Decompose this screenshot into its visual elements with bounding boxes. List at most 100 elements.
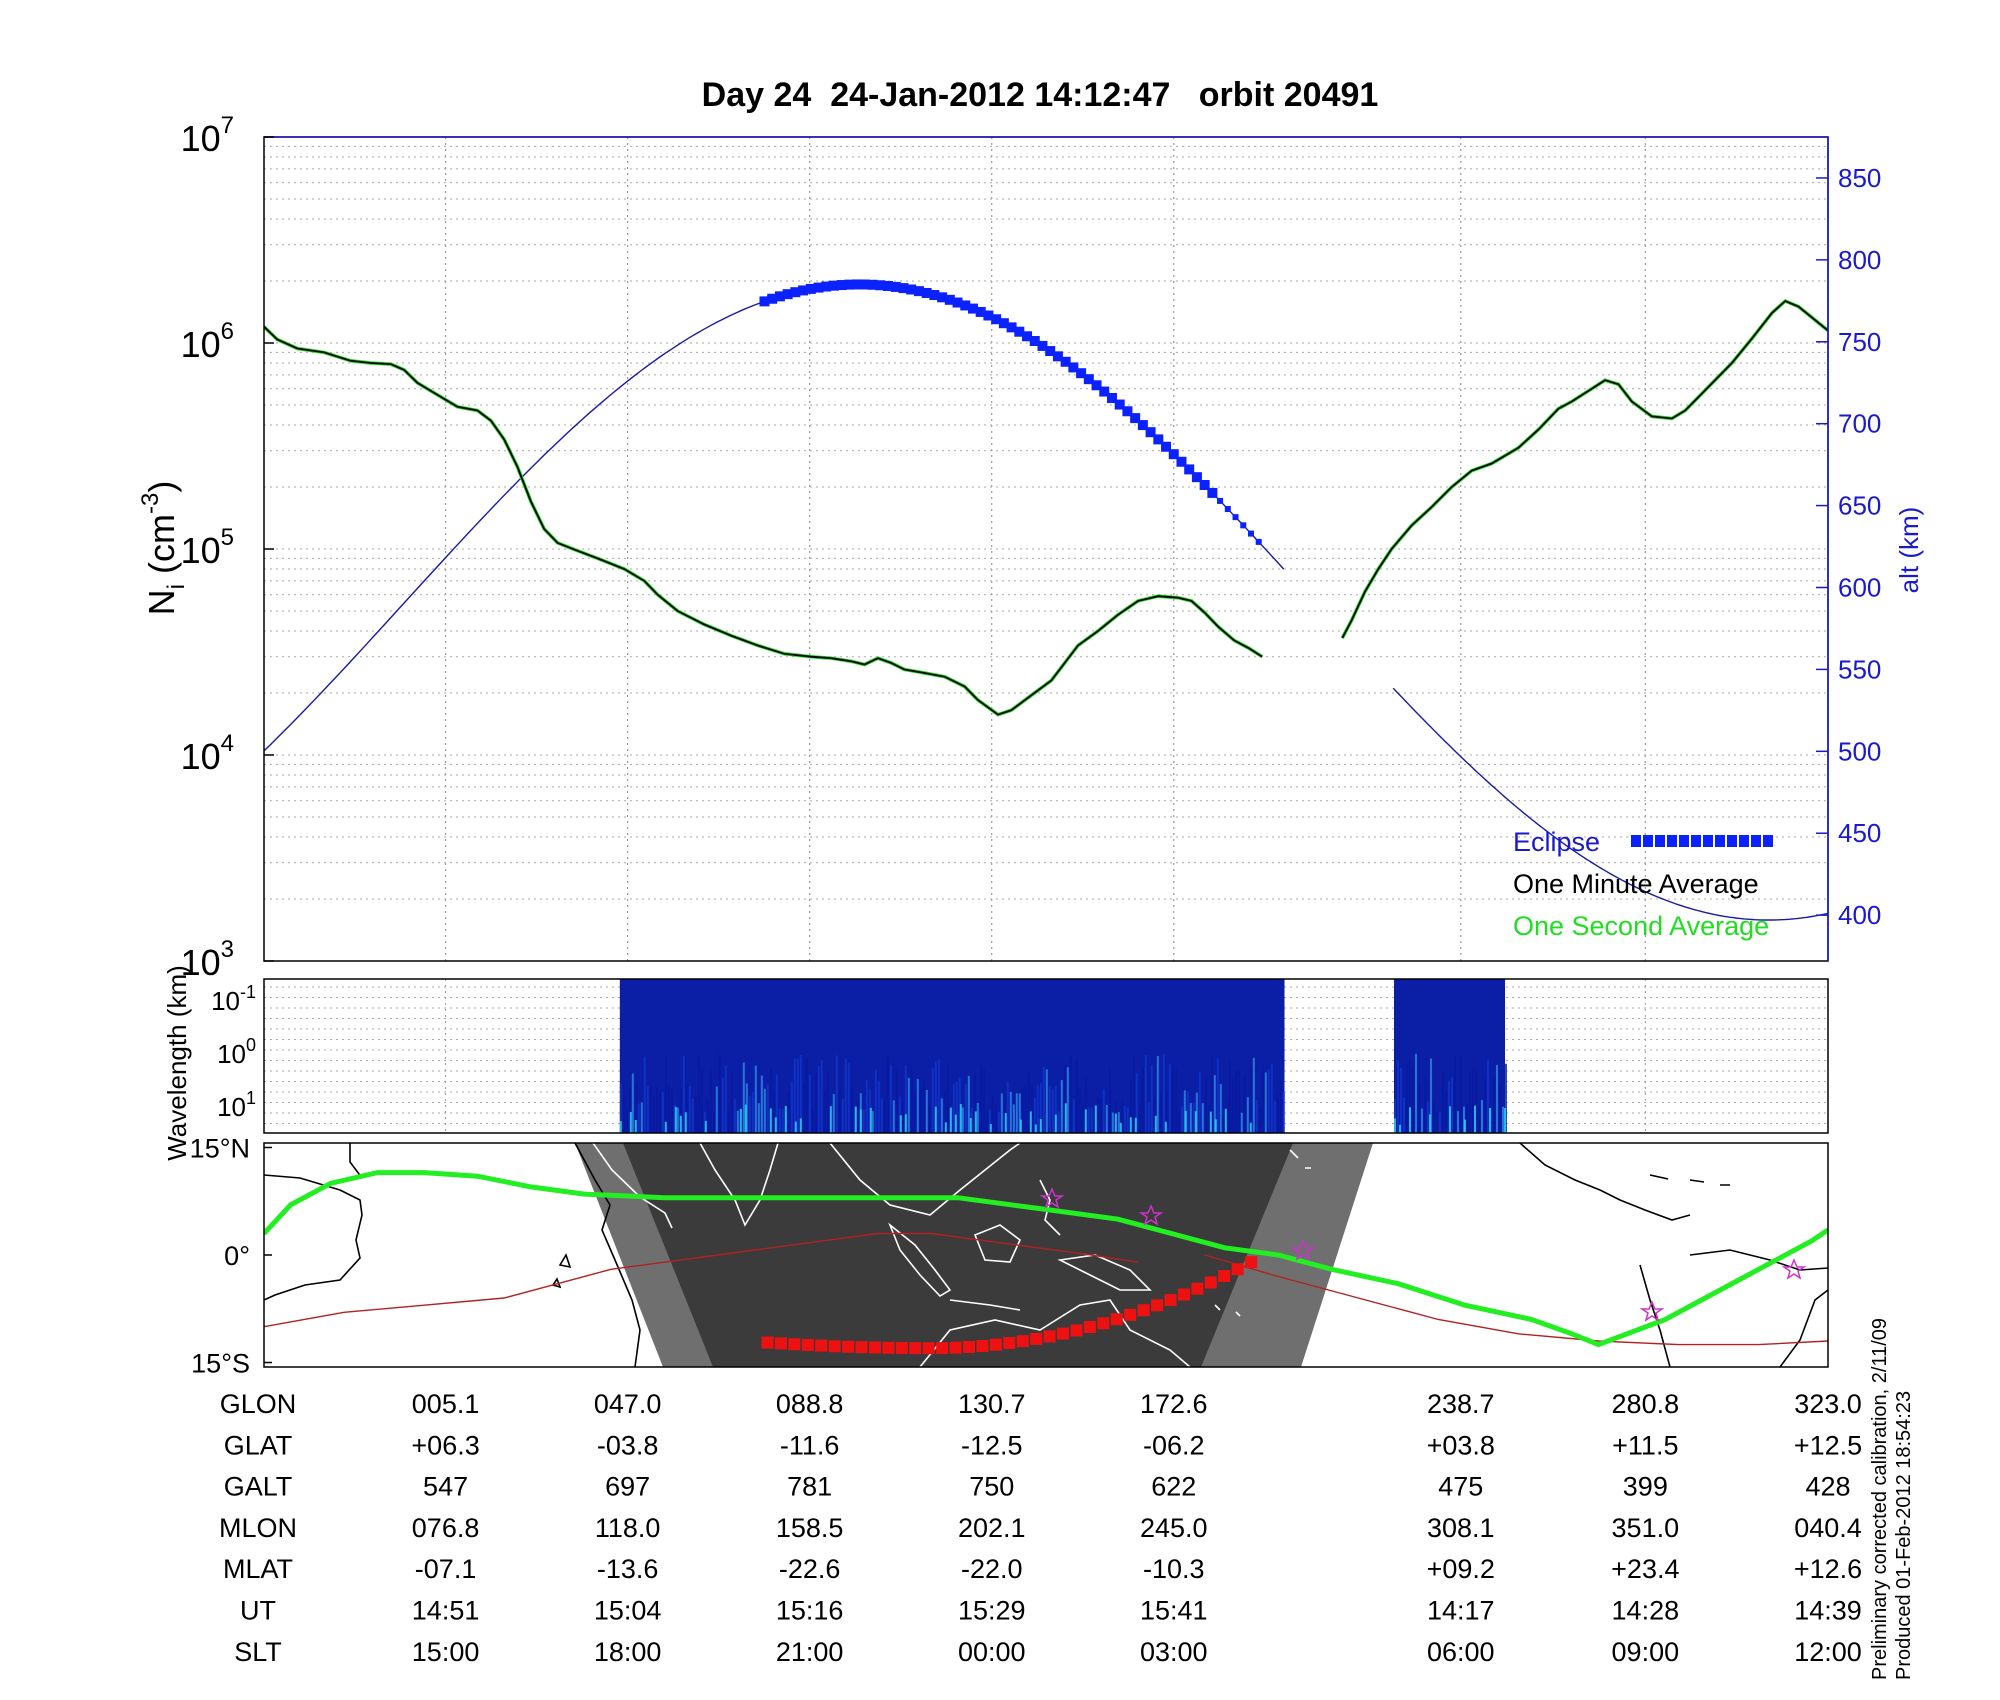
tick-exponent: 1 [246, 1088, 256, 1108]
table-cell: 118.0 [595, 1513, 661, 1543]
spectrogram-streak [775, 1074, 778, 1133]
tick-exponent: 0 [246, 1035, 256, 1055]
spectrogram-bright-streak [1004, 1113, 1007, 1133]
altitude-tick-label: 800 [1838, 245, 1881, 275]
spectrogram-y-tick-label: 101 [217, 1088, 256, 1122]
map-eclipse-marker [842, 1340, 855, 1353]
coastline-africa-east [574, 1143, 641, 1367]
eclipse-marker [1014, 326, 1025, 337]
spectrogram-streak [928, 1104, 931, 1133]
tick-exponent: -1 [240, 982, 256, 1002]
spectrogram-streak [937, 1059, 940, 1133]
spectrogram-streak [1471, 1068, 1474, 1133]
tick-exponent: 5 [221, 524, 234, 551]
spectrogram-streak [1276, 1094, 1279, 1133]
spectrogram-bright-streak [1064, 1103, 1067, 1133]
map-eclipse-marker [1043, 1330, 1056, 1343]
spectrogram-streak [772, 1092, 775, 1133]
spectrogram-bright-streak [954, 1114, 957, 1133]
spectrogram-streak [1042, 1066, 1045, 1133]
table-cell: 047.0 [594, 1389, 662, 1419]
altitude-curve-1 [1392, 687, 1828, 921]
altitude-tick-label: 600 [1838, 572, 1881, 602]
spectrogram-streak [850, 1087, 853, 1133]
spectrogram-streak [712, 1112, 715, 1133]
legend-eclipse-square [1691, 835, 1701, 847]
eclipse-marker [952, 297, 963, 308]
spectrogram-streak [664, 1057, 667, 1133]
spectrogram-bright-streak [1463, 1119, 1466, 1133]
spectrogram-bright-streak [634, 1119, 637, 1133]
tick-base: 10 [181, 118, 221, 159]
eclipse-marker [1224, 505, 1231, 512]
spectrogram-streak [757, 1103, 760, 1133]
spectrogram-streak [1141, 1067, 1144, 1133]
one-minute-average-line-1 [1341, 299, 1828, 639]
map-eclipse-marker [1124, 1308, 1137, 1321]
table-cell: 15:00 [412, 1637, 480, 1667]
table-cell: 03:00 [1140, 1637, 1208, 1667]
spectrogram-bright-streak [949, 1107, 952, 1133]
spectrogram-streak [787, 1090, 790, 1133]
coastline-africa-north [349, 1143, 363, 1179]
ylabel-base: N [141, 589, 182, 615]
tick-base: 10 [181, 942, 221, 983]
eclipse-marker [1240, 522, 1247, 529]
spectrogram-streak [670, 1088, 673, 1133]
spectrogram-streak [847, 1063, 850, 1133]
map-eclipse-marker [989, 1338, 1002, 1351]
eclipse-marker [913, 286, 924, 297]
spectrogram-bright-streak [1084, 1109, 1087, 1133]
spectrogram-streak [1255, 1100, 1258, 1133]
spectrogram-streak [886, 1056, 889, 1133]
eclipse-marker [1106, 392, 1117, 403]
map-eclipse-marker [1151, 1299, 1164, 1312]
eclipse-marker [1168, 449, 1179, 460]
legend-second-label: One Second Average [1513, 911, 1769, 941]
spectrogram-streak [1027, 1072, 1030, 1133]
spectrogram-streak [1174, 1068, 1177, 1133]
spectrogram-streak [1252, 1057, 1255, 1133]
table-cell: 428 [1805, 1472, 1850, 1502]
spectrogram-streak [904, 1065, 907, 1133]
legend-eclipse-square [1631, 835, 1641, 847]
map-eclipse-marker [1245, 1256, 1258, 1269]
night-shading [575, 1143, 1373, 1367]
spectrogram-streak [1459, 1056, 1462, 1133]
table-cell: 202.1 [958, 1513, 1026, 1543]
altitude-tick-label: 850 [1838, 163, 1881, 193]
spectrogram-streak [1123, 1105, 1126, 1133]
spectrogram-streak [967, 1075, 970, 1133]
table-cell: +03.8 [1427, 1430, 1495, 1460]
eclipse-marker [1099, 386, 1110, 397]
spectrogram-streak [1468, 1071, 1471, 1133]
spectrogram-streak [1402, 1097, 1405, 1133]
spectrogram-streak [811, 1108, 814, 1133]
spectrogram-streak [1426, 1101, 1429, 1133]
spectrogram-streak [697, 1054, 700, 1133]
spectrogram-streak [1207, 1108, 1210, 1133]
spectrogram-streak [982, 1067, 985, 1133]
spectrogram-streak [1024, 1085, 1027, 1133]
spectrogram-streak [913, 1092, 916, 1133]
spectrogram-streak [631, 1073, 634, 1133]
spectrogram-streak [661, 1091, 664, 1133]
spectrogram-streak [628, 1088, 631, 1133]
eclipse-marker [1191, 472, 1202, 483]
spectrogram-streak [1414, 1053, 1417, 1133]
spectrogram-streak [946, 1064, 949, 1133]
spectrogram-streak [652, 1096, 655, 1133]
spectrogram-streak [1006, 1081, 1009, 1133]
spectrogram-streak [1240, 1112, 1243, 1133]
table-cell: 15:41 [1140, 1596, 1208, 1626]
map-lat-tick-label: 15°N [190, 1133, 250, 1163]
map-eclipse-marker [922, 1342, 935, 1355]
eclipse-marker [859, 279, 870, 290]
legend-eclipse-square [1763, 835, 1773, 847]
spectrogram-streak [727, 1111, 730, 1133]
spectrogram-streak [1036, 1085, 1039, 1133]
table-cell: +12.5 [1794, 1430, 1862, 1460]
spectrogram-streak [700, 1068, 703, 1133]
spectrogram-bright-streak [1034, 1124, 1037, 1133]
spectrogram-streak [832, 1094, 835, 1133]
